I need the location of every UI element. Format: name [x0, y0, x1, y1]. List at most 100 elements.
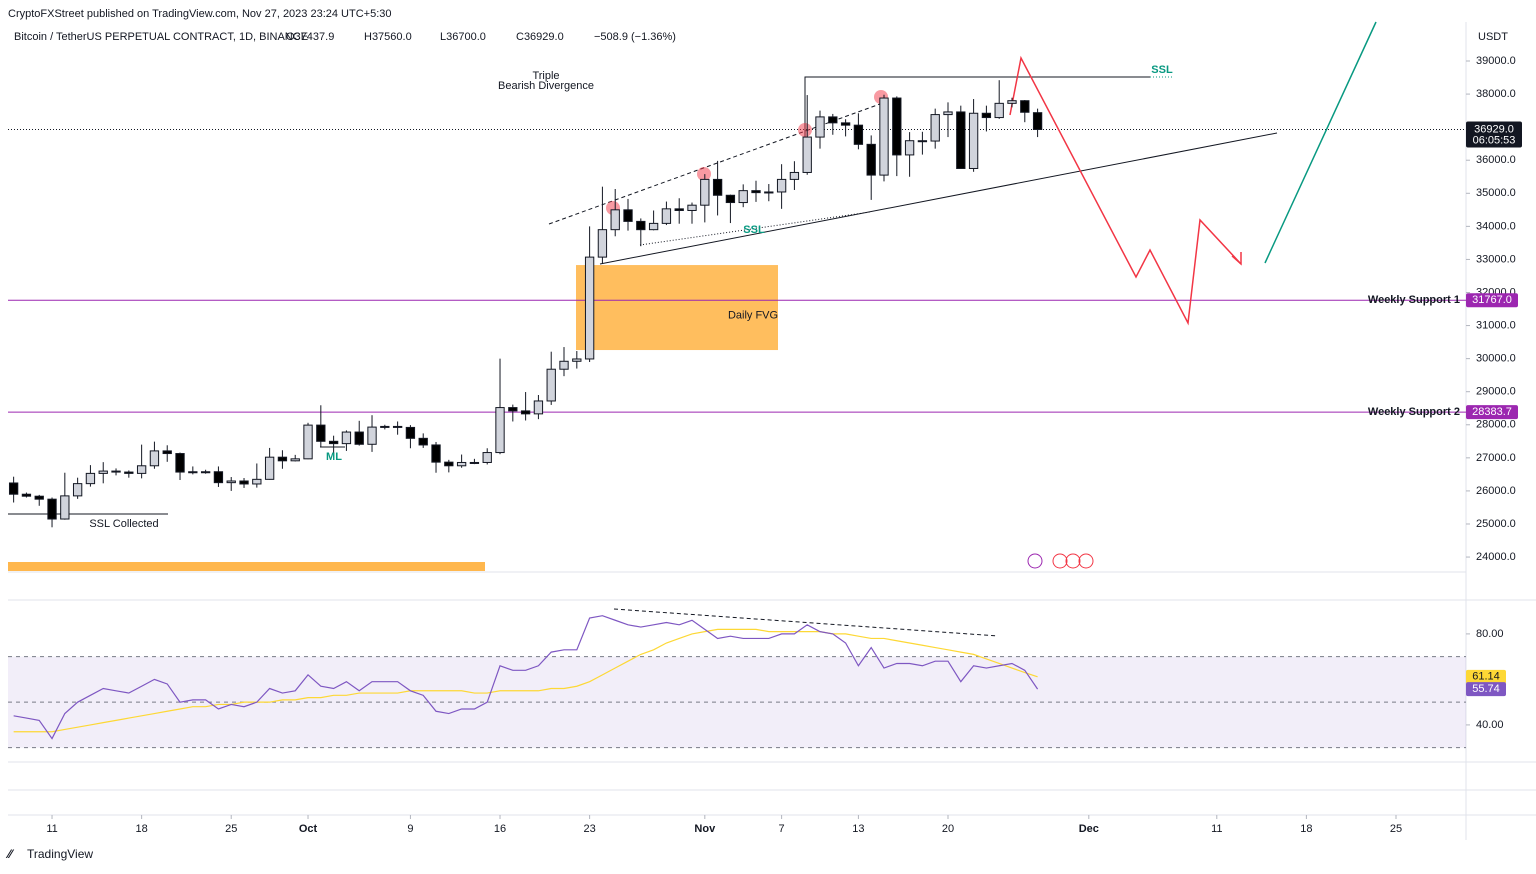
- candle-body: [610, 209, 620, 231]
- candle-body: [508, 407, 518, 412]
- x-tick-label: 20: [942, 823, 954, 835]
- icon: [1065, 553, 1081, 569]
- fvg-label: Daily FVG: [728, 309, 778, 321]
- candle-body: [661, 208, 672, 224]
- candle-body: [162, 450, 172, 455]
- candle-body: [981, 112, 992, 119]
- candle-body: [623, 209, 633, 222]
- trendline: [599, 132, 1278, 265]
- candle-body: [725, 194, 736, 204]
- candle-body: [367, 426, 377, 445]
- y-tick-label: 39000.0: [1476, 55, 1516, 67]
- level-label: 28383.7: [1472, 406, 1512, 418]
- candle-body: [546, 368, 556, 402]
- candle-body: [200, 471, 211, 474]
- candle-body: [21, 493, 32, 497]
- candle-body: [213, 471, 224, 484]
- symbol: Bitcoin / TetherUS PERPETUAL CONTRACT, 1…: [14, 31, 308, 43]
- annotation: SSL: [743, 224, 765, 236]
- candle-body: [789, 171, 800, 180]
- fvg-zone: [576, 265, 778, 351]
- candle-body: [72, 483, 83, 497]
- y-tick-label: 36000.0: [1476, 154, 1516, 166]
- rsi-tick-label: 40.00: [1476, 719, 1504, 731]
- candle-body: [597, 229, 608, 258]
- candle-body: [85, 472, 96, 485]
- publisher: CryptoFXStreet published on TradingView.…: [8, 8, 392, 20]
- candle-body: [584, 256, 595, 360]
- rsi-value-label: 61.14: [1472, 671, 1500, 683]
- candle-body: [316, 424, 326, 442]
- icon: [1078, 553, 1094, 569]
- candle-body: [456, 461, 467, 467]
- x-tick-label: 16: [494, 823, 506, 835]
- candle-body: [418, 437, 428, 446]
- currency: USDT: [1478, 31, 1508, 43]
- annotation: Bearish Divergence: [498, 80, 594, 92]
- annotation: SSL Collected: [89, 518, 158, 530]
- candle-body: [968, 112, 979, 169]
- candle-body: [917, 140, 928, 143]
- candle-body: [47, 498, 57, 520]
- candle-body: [930, 114, 940, 142]
- candle-body: [149, 450, 160, 467]
- level-name: Weekly Support 1: [1368, 294, 1460, 306]
- candle-body: [994, 102, 1004, 119]
- candle-body: [392, 425, 403, 428]
- icon: [1052, 553, 1068, 569]
- rsi-value-label: 55.74: [1472, 683, 1500, 695]
- indicator-bar: [8, 562, 485, 571]
- candle-body: [559, 360, 569, 370]
- candle-body: [469, 461, 480, 464]
- candle-body: [892, 97, 902, 156]
- y-tick-label: 31000.0: [1476, 319, 1516, 331]
- x-tick-label: 25: [225, 823, 237, 835]
- y-tick-label: 25000.0: [1476, 518, 1516, 530]
- candle-body: [879, 97, 889, 176]
- candle-body: [341, 431, 352, 445]
- open: O37437.9: [286, 31, 334, 43]
- candle-body: [495, 407, 505, 454]
- x-tick-label: 18: [136, 823, 148, 835]
- x-tick-label: 11: [1211, 823, 1222, 835]
- x-tick-label: 9: [407, 823, 413, 835]
- x-tick-label: Nov: [694, 823, 716, 835]
- change-value: −508.9 (−1.36%): [594, 31, 676, 43]
- candle-body: [175, 453, 185, 473]
- high: H37560.0: [364, 31, 412, 43]
- y-tick-label: 28000.0: [1476, 419, 1516, 431]
- divergence-marker: [697, 167, 711, 181]
- candle-body: [572, 358, 582, 362]
- rsi-value-box: [1466, 682, 1506, 697]
- rsi-tick-label: 80.00: [1476, 628, 1504, 640]
- candle-body: [444, 461, 454, 467]
- annotation: ML: [326, 451, 342, 463]
- candle-body: [648, 222, 659, 231]
- rsi-line: [13, 628, 1038, 733]
- arrow-head: [1231, 252, 1242, 266]
- level-name: Weekly Support 2: [1368, 406, 1460, 418]
- last-price-label: 36929.0: [1474, 123, 1514, 135]
- rsi-divergence: [613, 608, 999, 637]
- x-tick-label: 7: [779, 823, 785, 835]
- candle-body: [687, 204, 697, 211]
- candle-body: [290, 458, 300, 462]
- candle-body: [303, 424, 313, 460]
- candle-body: [956, 111, 966, 169]
- candle-body: [904, 140, 915, 156]
- candle-body: [533, 400, 544, 415]
- candle-body: [853, 124, 864, 145]
- level-box: [1466, 293, 1518, 308]
- candle-body: [636, 220, 646, 231]
- candle-body: [482, 452, 492, 463]
- trendline: [548, 103, 881, 225]
- countdown: 06:05:53: [1473, 134, 1516, 146]
- candle-body: [226, 480, 236, 484]
- candle-body: [8, 482, 19, 495]
- candle-body: [1007, 100, 1017, 104]
- y-tick-label: 27000.0: [1476, 452, 1516, 464]
- candle-body: [802, 136, 812, 173]
- candle-body: [751, 190, 761, 194]
- candle-body: [188, 471, 198, 474]
